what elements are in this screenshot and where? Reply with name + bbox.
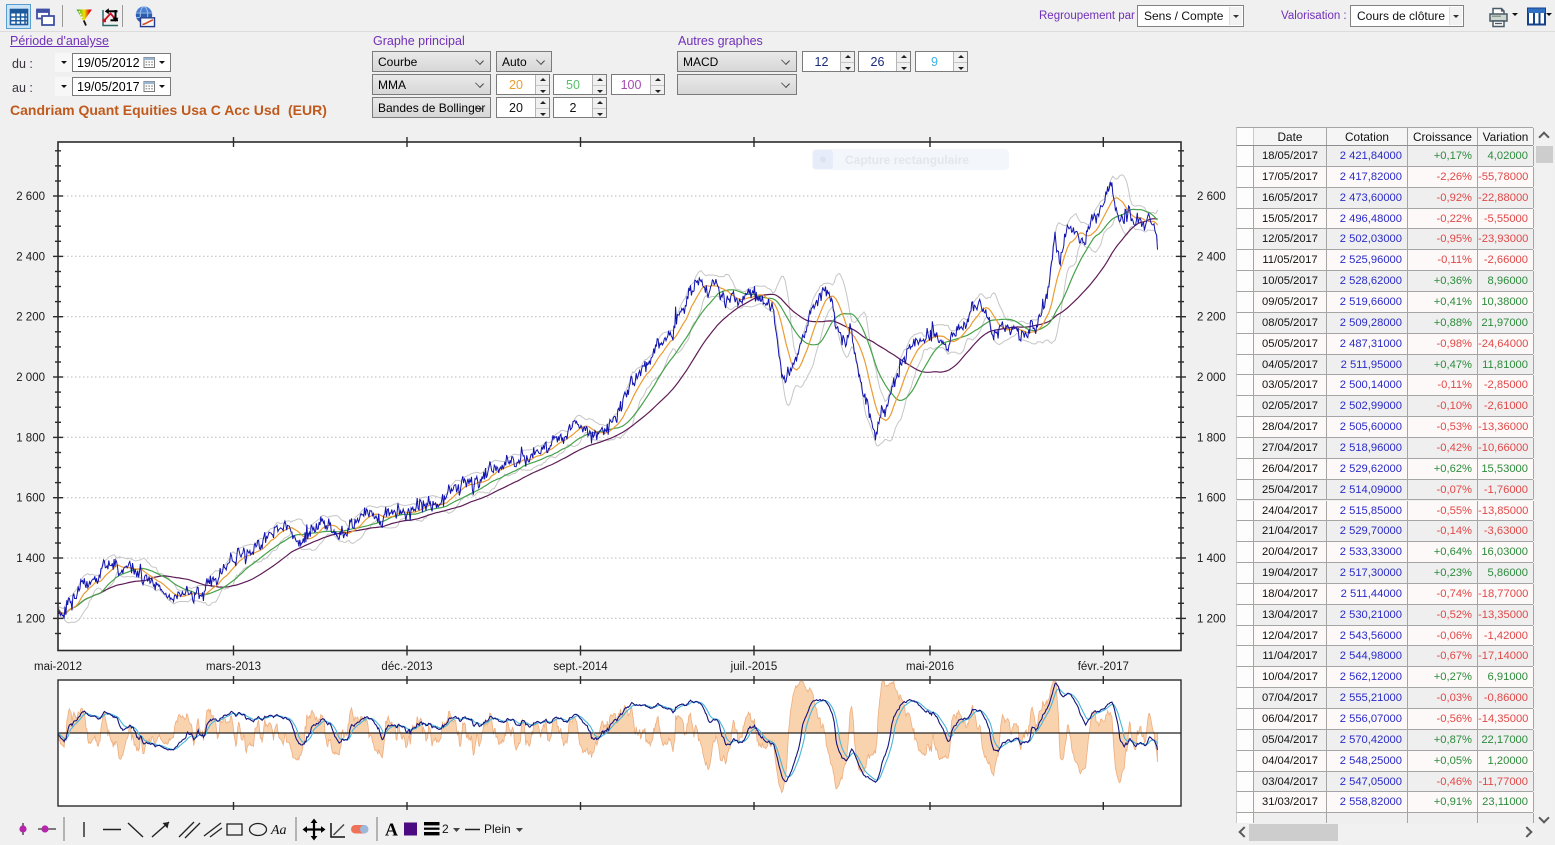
svg-text:1 200: 1 200 [16,613,45,625]
svg-text:mars-2013: mars-2013 [206,661,261,673]
svg-text:1 600: 1 600 [1197,493,1226,505]
svg-text:mai-2016: mai-2016 [906,661,954,673]
svg-text:mai-2012: mai-2012 [34,661,82,673]
svg-text:1 800: 1 800 [1197,432,1226,444]
svg-text:Capture rectangulaire: Capture rectangulaire [845,153,969,167]
svg-text:2: 2 [442,822,449,836]
svg-text:A: A [385,820,398,840]
svg-text:Aa: Aa [270,823,287,838]
svg-text:1 600: 1 600 [16,493,45,505]
svg-text:févr.-2017: févr.-2017 [1078,661,1129,673]
svg-text:2 600: 2 600 [1197,191,1226,203]
svg-text:sept.-2014: sept.-2014 [553,661,608,673]
svg-text:1 400: 1 400 [16,553,45,565]
svg-text:2 600: 2 600 [16,191,45,203]
svg-text:1 400: 1 400 [1197,553,1226,565]
svg-text:1 200: 1 200 [1197,613,1226,625]
svg-text:2 200: 2 200 [16,312,45,324]
svg-text:2 200: 2 200 [1197,312,1226,324]
svg-text:2 000: 2 000 [16,372,45,384]
svg-text:2 400: 2 400 [16,251,45,263]
svg-text:déc.-2013: déc.-2013 [381,661,432,673]
svg-text:2 000: 2 000 [1197,372,1226,384]
svg-text:1 800: 1 800 [16,432,45,444]
svg-text:Plein: Plein [484,822,511,836]
svg-text:2 400: 2 400 [1197,251,1226,263]
svg-text:juil.-2015: juil.-2015 [730,661,778,673]
